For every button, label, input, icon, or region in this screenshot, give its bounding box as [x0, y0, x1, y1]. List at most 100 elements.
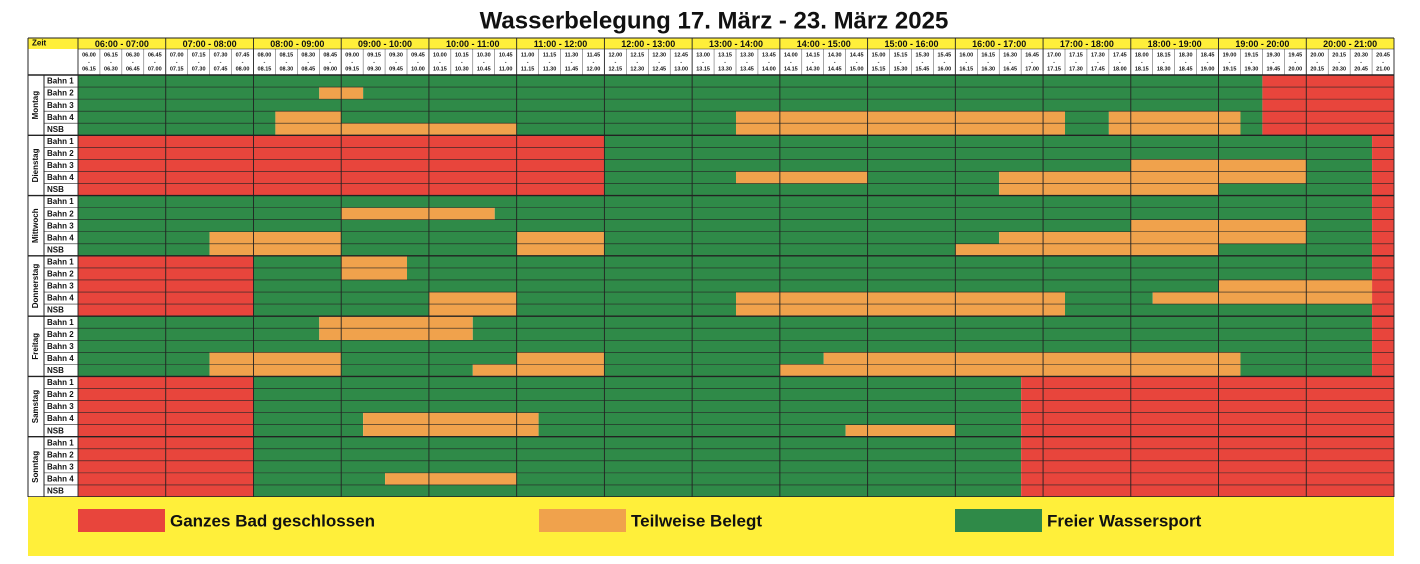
- slot-run: [604, 171, 736, 184]
- slot-run: [1372, 135, 1394, 148]
- legend-swatch: [78, 509, 165, 532]
- lane-label: Bahn 3: [47, 462, 74, 471]
- title: Wasserbelegung 17. März - 23. März 2025: [480, 7, 949, 34]
- slot-sep: -: [680, 59, 682, 65]
- slot-sep: -: [1031, 59, 1033, 65]
- slot-start: 09.00: [345, 52, 359, 58]
- legend-swatch: [955, 509, 1042, 532]
- slot-end: 19.30: [1245, 66, 1259, 72]
- slot-end: 17.00: [1025, 66, 1039, 72]
- slot-run: [779, 364, 1241, 377]
- slot-end: 20.30: [1332, 66, 1346, 72]
- slot-sep: -: [1338, 59, 1340, 65]
- slot-end: 11.15: [521, 66, 534, 72]
- lane-label: Bahn 3: [47, 282, 74, 291]
- slot-run: [604, 135, 1373, 148]
- slot-run: [736, 171, 868, 184]
- slot-sep: -: [154, 59, 156, 65]
- slot-run: [209, 364, 342, 377]
- slot-start: 10.45: [499, 52, 513, 58]
- slot-run: [209, 352, 342, 365]
- slot-run: [363, 424, 539, 437]
- slot-sep: -: [768, 59, 770, 65]
- slot-sep: -: [527, 59, 529, 65]
- slot-start: 13.15: [718, 52, 732, 58]
- slot-run: [1021, 388, 1394, 401]
- slot-start: 18.15: [1157, 52, 1171, 58]
- slot-start: 17.30: [1091, 52, 1105, 58]
- slot-end: 06.30: [104, 66, 118, 72]
- slot-sep: -: [110, 59, 112, 65]
- slot-start: 15.00: [872, 52, 886, 58]
- slot-run: [1372, 183, 1394, 196]
- slot-run: [1372, 304, 1394, 317]
- slot-sep: -: [1075, 59, 1077, 65]
- slot-run: [407, 267, 1373, 280]
- slot-run: [428, 304, 517, 317]
- slot-run: [363, 87, 1263, 100]
- slot-end: 07.30: [192, 66, 206, 72]
- slot-end: 16.00: [937, 66, 951, 72]
- slot-run: [1372, 255, 1394, 268]
- slot-run: [516, 352, 605, 365]
- slot-sep: -: [1163, 59, 1165, 65]
- slot-start: 14.00: [784, 52, 798, 58]
- slot-run: [1372, 195, 1394, 208]
- slot-sep: -: [1360, 59, 1362, 65]
- slot-run: [1021, 400, 1394, 413]
- slot-sep: -: [264, 59, 266, 65]
- slot-sep: -: [307, 59, 309, 65]
- slot-start: 11.15: [543, 52, 556, 58]
- slot-start: 09.45: [411, 52, 425, 58]
- slot-sep: -: [1009, 59, 1011, 65]
- slot-start: 15.30: [916, 52, 930, 58]
- slot-run: [1306, 219, 1373, 232]
- slot-start: 20.30: [1354, 52, 1368, 58]
- slot-run: [1372, 279, 1394, 293]
- slot-end: 07.00: [148, 66, 162, 72]
- slot-run: [319, 328, 473, 341]
- legend-swatch: [539, 509, 626, 532]
- slot-run: [1372, 231, 1394, 244]
- slot-sep: -: [351, 59, 353, 65]
- lane-label: NSB: [47, 245, 64, 254]
- slot-sep: -: [834, 59, 836, 65]
- slot-start: 12.45: [674, 52, 688, 58]
- slot-start: 19.30: [1266, 52, 1280, 58]
- slot-end: 14.00: [762, 66, 776, 72]
- slot-start: 09.15: [367, 52, 381, 58]
- slot-run: [78, 99, 1263, 112]
- slot-start: 12.00: [608, 52, 622, 58]
- lane-label: Bahn 1: [47, 378, 74, 387]
- slot-end: 12.30: [630, 66, 644, 72]
- slot-run: [823, 352, 1241, 365]
- slot-sep: -: [132, 59, 134, 65]
- slot-end: 08.30: [279, 66, 293, 72]
- slot-run: [78, 231, 210, 244]
- slot-start: 06.00: [82, 52, 96, 58]
- slot-run: [1065, 123, 1109, 136]
- slot-end: 17.30: [1069, 66, 1083, 72]
- legend-label: Teilweise Belegt: [631, 511, 762, 530]
- slot-sep: -: [1382, 59, 1384, 65]
- slot-run: [78, 352, 210, 365]
- slot-sep: -: [900, 59, 902, 65]
- slot-end: 06.15: [82, 66, 96, 72]
- slot-start: 06.30: [126, 52, 140, 58]
- slot-start: 12.30: [652, 52, 666, 58]
- slot-end: 15.00: [850, 66, 864, 72]
- slot-run: [1021, 484, 1394, 497]
- lane-label: Bahn 3: [47, 402, 74, 411]
- slot-end: 19.00: [1201, 66, 1215, 72]
- slot-run: [516, 304, 736, 317]
- slot-run: [1021, 412, 1394, 425]
- slot-start: 20.45: [1376, 52, 1390, 58]
- lane-label: Bahn 1: [47, 197, 74, 206]
- slot-run: [341, 267, 407, 280]
- lane-label: Bahn 1: [47, 438, 74, 447]
- slot-start: 10.15: [455, 52, 469, 58]
- slot-end: 07.45: [214, 66, 228, 72]
- slot-run: [78, 243, 210, 256]
- slot-end: 11.30: [543, 66, 556, 72]
